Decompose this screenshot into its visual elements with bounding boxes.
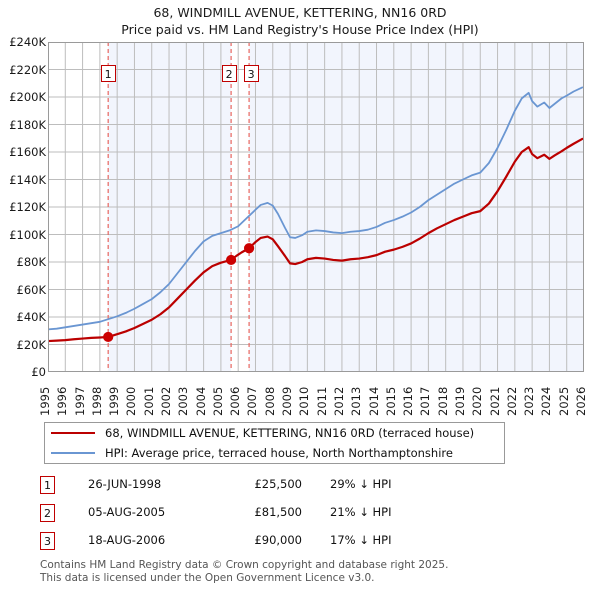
x-axis-tick-label: 2009 [280,386,295,416]
x-axis-tick-label: 2025 [556,386,571,416]
y-axis-tick-label: £240K [9,35,46,49]
transaction-date: 26-JUN-1998 [88,477,162,491]
chart-legend: 68, WINDMILL AVENUE, KETTERING, NN16 0RD… [44,422,505,464]
chart-sale-marker-badge: 1 [100,65,116,82]
y-axis-tick-label: £160K [9,145,46,159]
transaction-date: 18-AUG-2006 [88,533,166,547]
transaction-hpi-delta: 17% ↓ HPI [330,533,392,547]
title-line-2: Price paid vs. HM Land Registry's House … [121,22,479,37]
y-axis-tick-label: £180K [9,117,46,132]
legend-item-property: 68, WINDMILL AVENUE, KETTERING, NN16 0RD… [45,423,504,443]
x-axis-tick-label: 2017 [418,386,433,416]
y-axis-labels: £0 £20K £40K £60K £80K £100K £120K £140K £160K £1… [0,35,47,379]
chart-sale-marker-badge: 3 [243,65,259,82]
y-axis-tick-label: £60K [16,282,47,297]
x-axis-tick-label: 2006 [228,386,243,416]
y-axis-tick-label: £0 [31,365,46,379]
y-axis-tick-label: £120K [9,200,46,214]
x-axis-labels: 1995 1996 1997 1998 1999 2000 2001 2002 2003 2004… [38,376,588,416]
transactions-table: 1 26-JUN-1998 £25,500 29% ↓ HPI 2 05-AUG… [40,473,460,557]
transaction-hpi-delta: 29% ↓ HPI [330,477,392,491]
y-axis-tick-label: £140K [9,172,46,187]
legend-swatch-hpi [51,452,95,454]
y-axis-tick-label: £40K [16,310,47,324]
transaction-index-badge: 2 [40,504,55,522]
transaction-index-badge: 1 [40,476,55,494]
x-axis-tick-label: 2010 [297,386,312,416]
footer-attribution: Contains HM Land Registry data © Crown c… [40,559,580,584]
x-axis-tick-label: 1998 [89,386,104,416]
x-axis-tick-label: 2005 [210,386,225,416]
x-axis-tick-label: 2023 [522,386,537,416]
footer-line-1: Contains HM Land Registry data © Crown c… [40,559,449,571]
footer-line-2: This data is licensed under the Open Gov… [40,571,375,584]
table-row: 2 05-AUG-2005 £81,500 21% ↓ HPI [40,501,460,529]
y-axis-tick-label: £20K [16,337,47,352]
x-axis-tick-label: 1997 [72,386,87,416]
x-axis-tick-label: 1996 [55,386,70,416]
x-axis-tick-label: 2026 [574,386,588,416]
x-axis-tick-label: 2021 [487,386,502,416]
x-axis-tick-label: 2000 [124,386,139,416]
legend-label-hpi: HPI: Average price, terraced house, Nort… [105,446,453,460]
x-axis-tick-label: 2008 [262,386,277,416]
title-line-1: 68, WINDMILL AVENUE, KETTERING, NN16 0RD [153,5,447,20]
x-axis-tick-label: 2024 [539,386,554,416]
page-title: 68, WINDMILL AVENUE, KETTERING, NN16 0RD… [0,4,600,38]
y-axis-tick-label: £200K [9,90,46,104]
table-row: 1 26-JUN-1998 £25,500 29% ↓ HPI [40,473,460,501]
x-axis-tick-label: 2004 [193,386,208,416]
x-axis-tick-label: 2002 [159,386,174,416]
x-axis-tick-label: 2015 [383,386,398,416]
y-axis-tick-label: £80K [16,255,47,269]
transaction-hpi-delta: 21% ↓ HPI [330,505,392,519]
y-axis-tick-label: £220K [9,62,46,77]
y-axis-tick-label: £100K [9,227,46,242]
x-axis-tick-label: 2016 [401,386,416,416]
transaction-index-badge: 3 [40,532,55,550]
transaction-price: £81,500 [254,505,302,519]
x-axis-tick-label: 2003 [176,386,191,416]
x-axis-tick-label: 2022 [504,386,519,416]
x-axis-tick-label: 2011 [314,386,329,416]
x-axis-tick-label: 2014 [366,386,381,416]
x-axis-tick-label: 2007 [245,386,260,416]
chart-svg [48,42,584,372]
x-axis-tick-label: 2019 [452,386,467,416]
x-axis-tick-label: 1999 [107,386,122,416]
x-axis-tick-label: 2018 [435,386,450,416]
chart-sale-marker-badge: 2 [221,65,237,82]
transaction-price: £90,000 [254,533,302,547]
legend-item-hpi: HPI: Average price, terraced house, Nort… [45,443,504,463]
x-axis-tick-label: 2012 [331,386,346,416]
x-axis-tick-label: 2013 [349,386,364,416]
x-axis-tick-label: 1995 [38,386,52,416]
table-row: 3 18-AUG-2006 £90,000 17% ↓ HPI [40,529,460,557]
x-axis-tick-label: 2020 [470,386,485,416]
x-axis-tick-label: 2001 [141,386,156,416]
transaction-price: £25,500 [254,477,302,491]
transaction-date: 05-AUG-2005 [88,505,166,519]
legend-label-property: 68, WINDMILL AVENUE, KETTERING, NN16 0RD… [105,426,475,440]
legend-swatch-property [51,432,95,434]
